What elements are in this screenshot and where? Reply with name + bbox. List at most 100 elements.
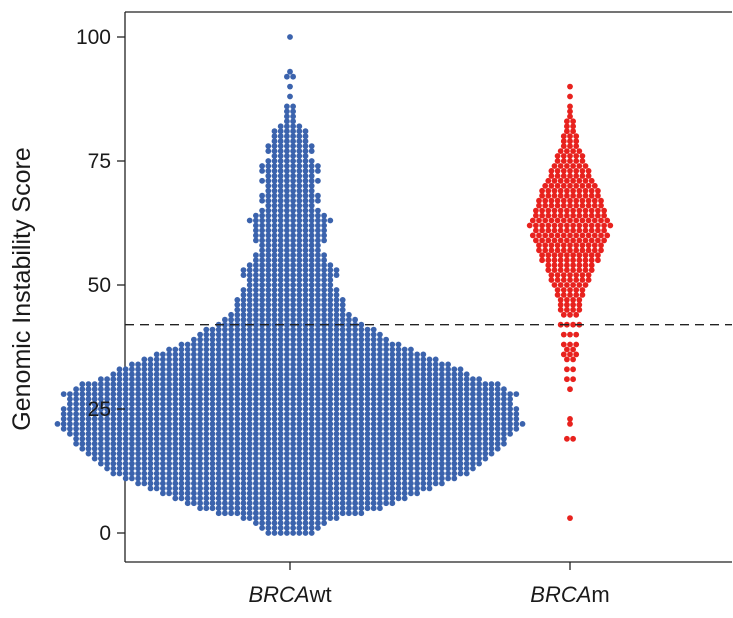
data-point bbox=[333, 326, 340, 333]
data-point bbox=[364, 401, 371, 407]
data-point bbox=[370, 470, 377, 477]
data-point bbox=[557, 148, 564, 155]
data-point bbox=[327, 510, 334, 517]
data-point bbox=[160, 465, 166, 472]
data-point bbox=[573, 143, 580, 150]
data-point bbox=[160, 435, 166, 442]
data-point bbox=[240, 445, 247, 452]
data-point bbox=[135, 391, 142, 397]
data-point bbox=[482, 401, 489, 407]
data-point bbox=[141, 450, 148, 457]
data-point bbox=[265, 391, 272, 397]
data-point bbox=[271, 430, 278, 437]
data-point bbox=[160, 371, 166, 378]
data-point bbox=[445, 435, 451, 442]
data-point bbox=[463, 401, 470, 407]
data-point bbox=[482, 396, 489, 402]
data-point bbox=[67, 391, 73, 397]
data-point bbox=[401, 435, 408, 442]
data-point bbox=[346, 386, 352, 393]
data-point bbox=[339, 480, 346, 487]
data-point bbox=[377, 386, 383, 393]
data-point bbox=[420, 425, 427, 432]
data-point bbox=[308, 440, 315, 447]
data-point bbox=[265, 242, 272, 249]
data-point bbox=[209, 430, 216, 437]
data-point bbox=[284, 143, 290, 150]
data-point bbox=[271, 287, 278, 293]
data-point bbox=[598, 247, 604, 254]
data-point bbox=[333, 490, 340, 497]
data-point bbox=[271, 227, 278, 234]
data-point bbox=[395, 386, 402, 393]
data-point bbox=[246, 341, 253, 348]
data-point bbox=[333, 272, 340, 278]
data-point bbox=[567, 113, 573, 120]
data-point bbox=[321, 222, 327, 229]
data-point bbox=[545, 262, 552, 269]
data-point bbox=[554, 277, 561, 283]
data-point bbox=[222, 341, 228, 348]
data-point bbox=[567, 277, 573, 283]
data-point bbox=[327, 326, 334, 333]
data-point bbox=[178, 351, 185, 358]
data-point bbox=[389, 351, 396, 358]
data-point bbox=[277, 346, 284, 353]
data-point bbox=[197, 480, 204, 487]
data-point bbox=[302, 366, 309, 373]
data-point bbox=[420, 455, 427, 462]
data-point bbox=[315, 207, 321, 214]
data-point bbox=[203, 336, 210, 343]
data-point bbox=[476, 460, 482, 467]
data-point bbox=[533, 237, 539, 244]
data-point bbox=[147, 406, 154, 412]
data-point bbox=[579, 217, 586, 224]
data-point bbox=[383, 485, 389, 492]
data-point bbox=[302, 237, 309, 244]
data-point bbox=[414, 490, 420, 497]
data-point bbox=[564, 177, 570, 184]
data-point bbox=[222, 371, 228, 378]
data-point bbox=[439, 416, 445, 422]
data-point bbox=[395, 346, 402, 353]
data-point bbox=[277, 515, 284, 521]
data-point bbox=[364, 331, 371, 338]
data-point bbox=[265, 227, 272, 234]
data-point bbox=[246, 425, 253, 432]
data-point bbox=[315, 232, 321, 239]
data-point bbox=[582, 252, 589, 259]
data-point bbox=[408, 356, 414, 363]
data-point bbox=[346, 366, 352, 373]
data-point bbox=[333, 475, 340, 482]
data-point bbox=[54, 421, 61, 427]
data-point bbox=[377, 490, 383, 497]
data-point bbox=[98, 421, 104, 427]
data-point bbox=[265, 247, 272, 254]
data-point bbox=[222, 316, 228, 323]
data-point bbox=[265, 301, 272, 308]
data-point bbox=[271, 455, 278, 462]
data-point bbox=[240, 425, 247, 432]
data-point bbox=[358, 455, 365, 462]
data-point bbox=[476, 416, 482, 422]
data-point bbox=[284, 346, 290, 353]
data-point bbox=[178, 391, 185, 397]
data-point bbox=[290, 475, 296, 482]
data-point bbox=[346, 421, 352, 427]
data-point bbox=[370, 371, 377, 378]
data-point bbox=[271, 401, 278, 407]
data-point bbox=[315, 381, 321, 388]
data-point bbox=[327, 331, 334, 338]
data-point bbox=[315, 505, 321, 512]
data-point bbox=[579, 197, 586, 204]
data-point bbox=[426, 425, 433, 432]
y-tick-label: 0 bbox=[99, 522, 111, 545]
data-point bbox=[482, 425, 489, 432]
data-point bbox=[259, 455, 265, 462]
data-point bbox=[339, 510, 346, 517]
data-point bbox=[147, 366, 154, 373]
data-point bbox=[488, 396, 495, 402]
data-point bbox=[339, 411, 346, 417]
data-point bbox=[253, 346, 259, 353]
data-point bbox=[153, 450, 160, 457]
